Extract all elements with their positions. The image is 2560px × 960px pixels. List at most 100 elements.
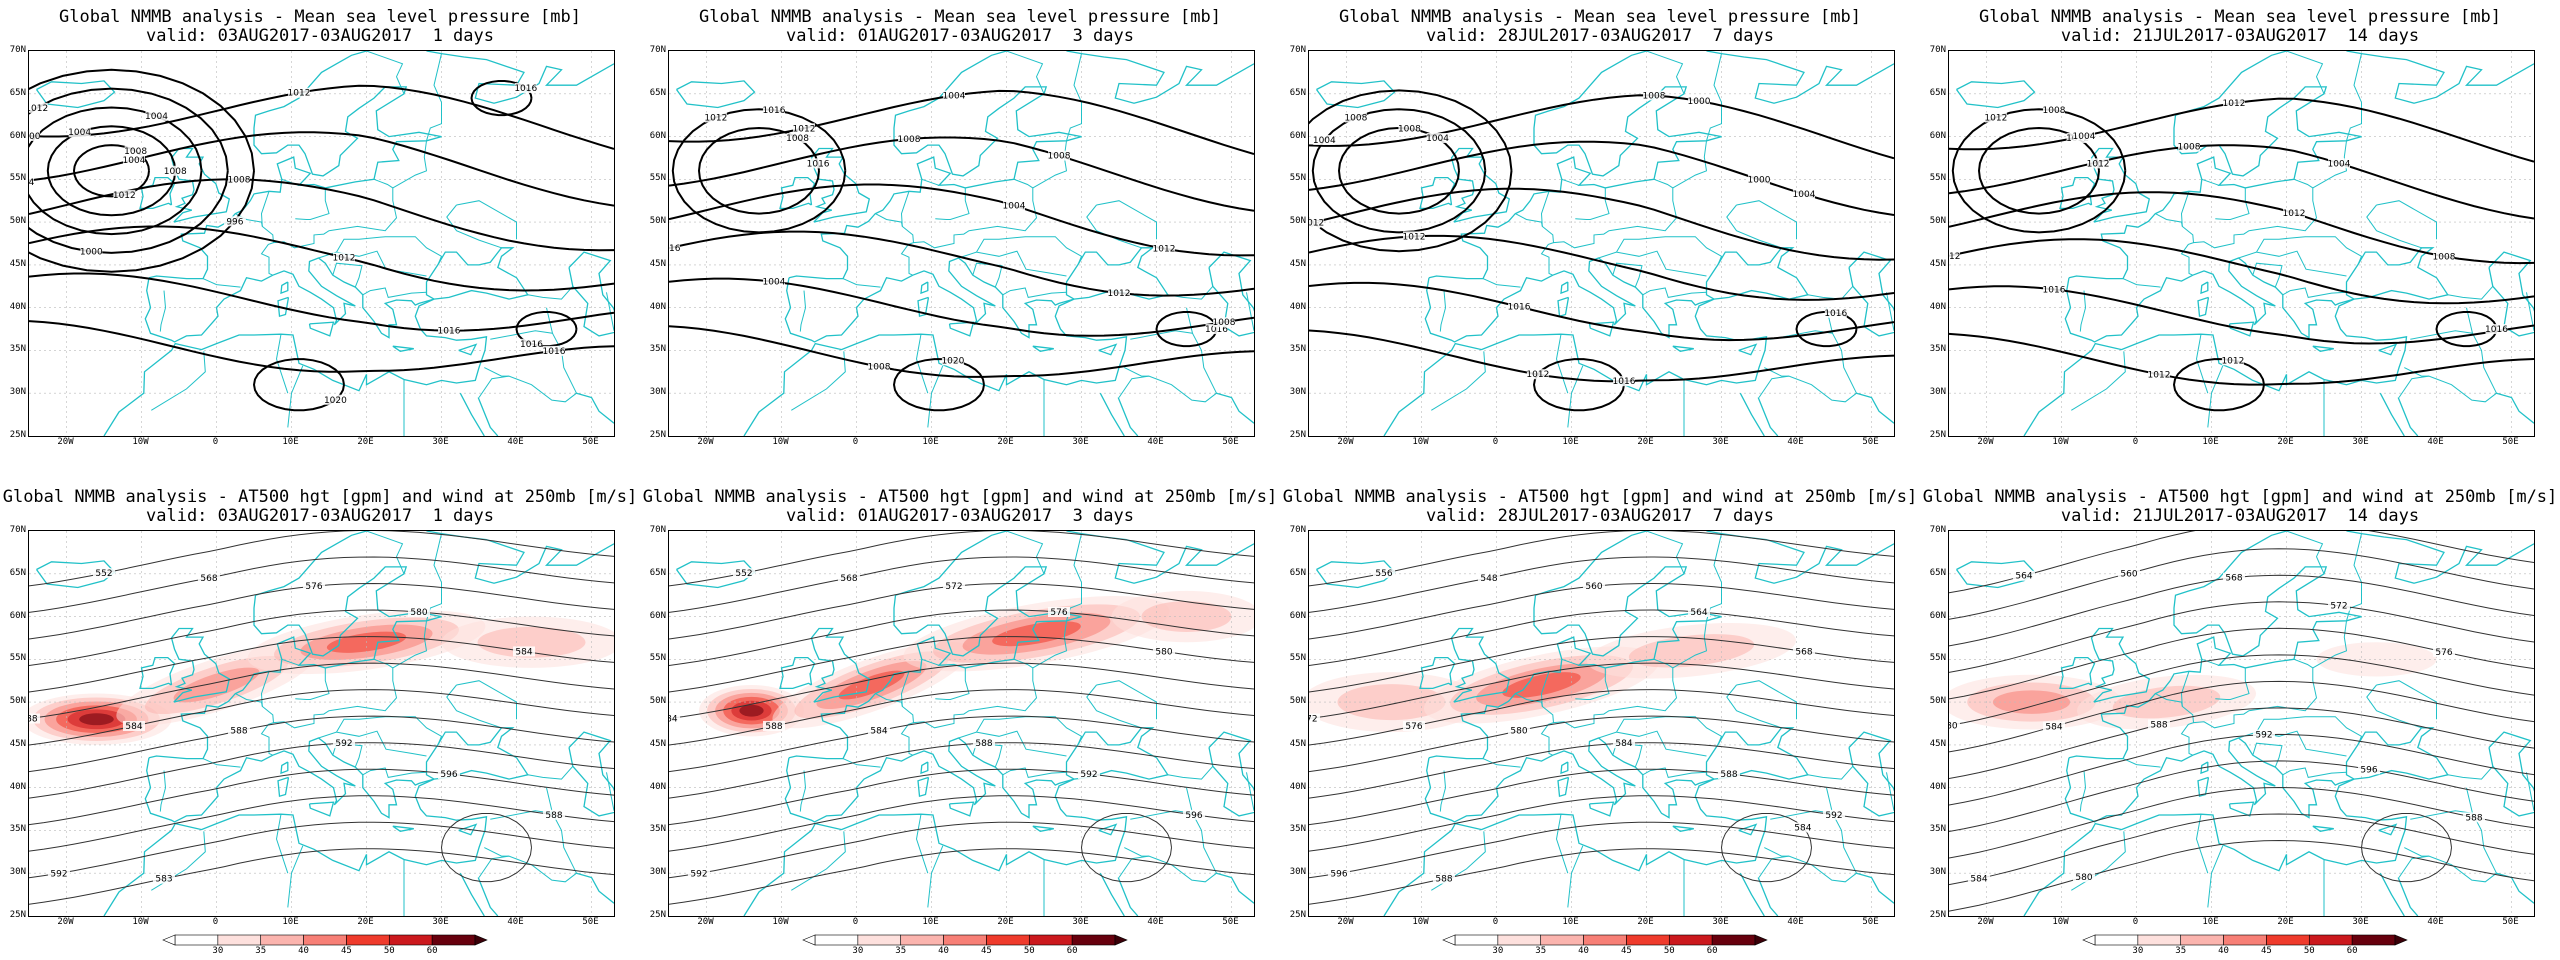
- contour-label: 1012: [704, 113, 727, 123]
- colorbar-tick-label: 40: [2218, 946, 2229, 956]
- contour-label: 556: [1375, 569, 1392, 579]
- isobar-contours: 1008100410041000996100010041008101210161…: [29, 68, 614, 412]
- colorbar-swatch: [1626, 934, 1670, 946]
- contour-label: 572: [945, 582, 962, 592]
- contour-label: 1012: [2283, 209, 2306, 219]
- contour-label: 1012: [1949, 252, 1960, 262]
- colorbar-swatch: [1711, 934, 1756, 946]
- colorbar-tick-label: 50: [1663, 946, 1675, 956]
- contour-label: 576: [1050, 608, 1067, 618]
- longitude-tick-label: 30E: [432, 917, 449, 927]
- latitude-tick-label: 50N: [9, 696, 26, 707]
- latitude-tick-label: 35N: [1289, 344, 1306, 355]
- latitude-tick-label: 40N: [9, 301, 26, 312]
- mslp-map-panel-3: Global NMMB analysis - Mean sea level pr…: [1280, 0, 1920, 480]
- latitude-tick-label: 50N: [9, 216, 26, 227]
- coastlines: [1955, 531, 2534, 916]
- contour-label: 1012: [1526, 370, 1549, 380]
- latitude-tick-label: 70N: [9, 45, 26, 55]
- colorbar-tick-label: 45: [341, 946, 352, 956]
- contour-label: 552: [95, 569, 112, 579]
- contour-label: 1008: [2043, 106, 2066, 116]
- contour-label: 584: [515, 647, 532, 657]
- colorbar-swatch: [2137, 934, 2182, 946]
- longitude-tick-label: 10E: [2202, 917, 2219, 927]
- latitude-tick-label: 40N: [649, 781, 666, 792]
- lat-lon-grid: [1309, 531, 1894, 916]
- longitude-tick-label: 20W: [1977, 437, 1994, 447]
- longitude-tick-label: 0: [852, 437, 859, 447]
- jet-shade-level: [2112, 685, 2221, 719]
- latitude-tick-label: 60N: [1289, 130, 1306, 141]
- latitude-tick-label: 55N: [1929, 653, 1946, 664]
- latitude-tick-label: 40N: [649, 301, 666, 312]
- contour-label: 1004: [763, 278, 786, 288]
- contour-label: 588: [1435, 875, 1452, 885]
- contour-label: 1008: [1643, 91, 1666, 101]
- colorbar-tick-label: 40: [298, 946, 309, 956]
- latitude-tick-label: 35N: [649, 344, 666, 355]
- contour-label: 588: [29, 715, 38, 725]
- map-frame: 1008101210041008101210161004100810161020…: [668, 50, 1255, 437]
- latitude-tick-label: 60N: [1929, 130, 1946, 141]
- longitude-tick-label: 20W: [697, 917, 714, 927]
- contour-label: 1016: [514, 84, 537, 94]
- latitude-tick-label: 60N: [1929, 610, 1946, 621]
- colorbar-swatch: [1071, 934, 1116, 946]
- isobar-contours: 1008101210041008101210161004100810161020…: [669, 89, 1254, 412]
- colorbar-swatch: [2351, 934, 2396, 946]
- jet-map-panel-2: Global NMMB analysis - AT500 hgt [gpm] a…: [640, 480, 1280, 960]
- latitude-tick-label: 70N: [1929, 45, 1946, 55]
- contour-label: 596: [1185, 811, 1202, 821]
- contour-label: 1000: [80, 248, 103, 258]
- latitude-tick-label: 60N: [9, 610, 26, 621]
- contour-label: 576: [305, 582, 322, 592]
- longitude-tick-label: 10E: [1562, 917, 1579, 927]
- mslp-map-panel-2: Global NMMB analysis - Mean sea level pr…: [640, 0, 1280, 480]
- geopotential-contours: 552 568 576 580 584 588 584 588 592 596 588 592 583: [29, 531, 614, 905]
- contour-label: 1008: [2178, 143, 2201, 153]
- contour-label: 564: [2015, 572, 2032, 582]
- colorbar-tick-label: 30: [2132, 946, 2144, 956]
- jet-wind-shading: [29, 610, 614, 745]
- contour-label: 592: [690, 869, 707, 879]
- longitude-tick-label: 40E: [507, 917, 524, 927]
- panel-title-line: Global NMMB analysis - Mean sea level pr…: [1979, 7, 2501, 27]
- contour-label: 592: [2255, 731, 2272, 741]
- colorbar-tick-label: 60: [1066, 946, 1078, 956]
- contour-label: 1016: [1613, 377, 1636, 387]
- panel-title: Global NMMB analysis - Mean sea level pr…: [640, 8, 1280, 46]
- longitude-tick-label: 30E: [1712, 917, 1729, 927]
- latitude-tick-label: 65N: [9, 567, 26, 578]
- contour-label: 584: [870, 727, 887, 737]
- map-frame: 1012 1012 1012 1004 1008 1012 1016 1012 1016 1012…: [1948, 50, 2535, 437]
- panel-title-line: Global NMMB analysis - Mean sea level pr…: [59, 7, 581, 27]
- longitude-tick-label: 10W: [132, 917, 149, 927]
- panel-title-line: Global NMMB analysis - AT500 hgt [gpm] a…: [2, 487, 638, 507]
- longitude-tick-label: 10E: [282, 437, 299, 447]
- longitude-tick-label: 20W: [1337, 917, 1354, 927]
- latitude-tick-label: 35N: [1929, 824, 1946, 835]
- longitude-tick-label: 20W: [1977, 917, 1994, 927]
- latitude-tick-label: 40N: [1929, 781, 1946, 792]
- longitude-tick-label: 30E: [1072, 437, 1089, 447]
- mslp-map-panel-4: Global NMMB analysis - Mean sea level pr…: [1920, 0, 2560, 480]
- colorbar-tick-label: 35: [895, 946, 907, 956]
- contour-label: 580: [1510, 727, 1527, 737]
- map-canvas: 1008101210041008101210161004100810161020…: [669, 51, 1254, 436]
- longitude-tick-label: 10W: [2052, 437, 2069, 447]
- panel-title: Global NMMB analysis - AT500 hgt [gpm] a…: [640, 488, 1280, 526]
- wind-speed-colorbar: 30 35 40 45 50 60: [160, 934, 490, 956]
- longitude-tick-label: 50E: [2502, 437, 2519, 447]
- latitude-tick-label: 30N: [1929, 867, 1946, 878]
- contour-label: 592: [50, 869, 67, 879]
- contour-label: 596: [1330, 869, 1347, 879]
- panel-valid-period: valid: 21JUL2017-03AUG2017 14 days: [2060, 506, 2420, 526]
- longitude-tick-label: 10W: [2052, 917, 2069, 927]
- contour-label: 1012: [29, 104, 48, 114]
- contour-label: 1012: [1153, 245, 1176, 255]
- contour-label: 1020: [324, 396, 347, 406]
- panel-title: Global NMMB analysis - AT500 hgt [gpm] a…: [1920, 488, 2560, 526]
- panel-valid-period: valid: 28JUL2017-03AUG2017 7 days: [1426, 26, 1774, 46]
- contour-label: 1008: [228, 175, 251, 185]
